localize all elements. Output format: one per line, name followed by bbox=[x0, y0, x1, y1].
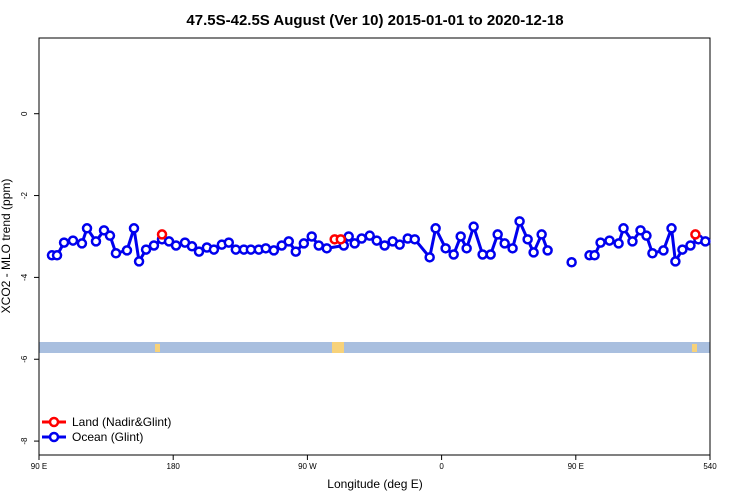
point bbox=[260, 243, 272, 254]
point bbox=[76, 238, 88, 249]
point bbox=[647, 248, 658, 259]
point bbox=[618, 223, 629, 234]
point bbox=[121, 245, 133, 256]
land-band bbox=[332, 342, 344, 353]
legend-marker bbox=[48, 431, 60, 443]
point bbox=[90, 236, 102, 247]
point bbox=[394, 239, 405, 250]
point bbox=[306, 231, 317, 242]
point bbox=[379, 240, 390, 251]
y-tick-label: -4 bbox=[20, 273, 29, 281]
point bbox=[485, 249, 496, 260]
point bbox=[595, 237, 606, 248]
x-tick-label: 90 E bbox=[568, 462, 584, 471]
point bbox=[566, 257, 577, 268]
point bbox=[499, 238, 510, 249]
point bbox=[133, 256, 145, 267]
y-tick-label: -2 bbox=[20, 191, 29, 199]
x-tick-label: 90 E bbox=[31, 462, 47, 471]
point bbox=[371, 235, 382, 246]
point bbox=[514, 216, 525, 227]
legend-label: Land (Nadir&Glint) bbox=[72, 415, 171, 429]
point bbox=[666, 223, 677, 234]
point bbox=[208, 244, 220, 255]
point bbox=[613, 238, 624, 249]
point bbox=[507, 243, 518, 254]
point bbox=[349, 238, 360, 249]
point bbox=[104, 230, 116, 241]
point bbox=[448, 249, 459, 260]
point bbox=[128, 223, 140, 234]
point bbox=[604, 235, 615, 246]
point bbox=[321, 243, 333, 254]
point bbox=[522, 234, 533, 245]
point bbox=[542, 245, 553, 256]
point bbox=[283, 236, 295, 247]
point bbox=[364, 230, 375, 241]
point bbox=[148, 240, 160, 251]
point bbox=[658, 245, 669, 256]
point bbox=[468, 221, 479, 232]
point bbox=[536, 229, 547, 240]
y-axis-label: XCO2 - MLO trend (ppm) bbox=[0, 179, 13, 314]
point bbox=[700, 236, 711, 247]
x-tick-label: 540 bbox=[703, 462, 717, 471]
point bbox=[356, 233, 367, 244]
x-tick-label: 90 W bbox=[298, 462, 317, 471]
point bbox=[685, 240, 696, 251]
point bbox=[290, 246, 302, 257]
point bbox=[528, 247, 539, 258]
legend-label: Ocean (Glint) bbox=[72, 430, 143, 444]
chart-title: 47.5S-42.5S August (Ver 10) 2015-01-01 t… bbox=[186, 12, 563, 29]
legend-marker bbox=[48, 416, 60, 428]
point bbox=[409, 234, 421, 245]
land-band bbox=[155, 344, 160, 352]
x-tick-label: 0 bbox=[439, 462, 444, 471]
point bbox=[298, 238, 310, 249]
plot-frame bbox=[38, 37, 711, 456]
point bbox=[170, 240, 182, 251]
point bbox=[313, 240, 324, 251]
coverage-band bbox=[39, 342, 710, 353]
point bbox=[492, 229, 503, 240]
point bbox=[477, 249, 488, 260]
point bbox=[193, 246, 205, 257]
point bbox=[424, 252, 435, 263]
point bbox=[641, 230, 652, 241]
x-tick-label: 180 bbox=[167, 462, 181, 471]
point bbox=[677, 244, 688, 255]
point bbox=[589, 250, 600, 261]
land-band bbox=[692, 344, 697, 352]
point bbox=[230, 244, 242, 255]
point bbox=[67, 235, 79, 246]
point bbox=[51, 250, 63, 261]
point bbox=[335, 234, 347, 245]
x-axis-label: Longitude (deg E) bbox=[327, 477, 422, 491]
point bbox=[670, 256, 681, 267]
y-tick-label: -8 bbox=[20, 437, 29, 445]
y-tick-label: 0 bbox=[20, 111, 29, 116]
point bbox=[81, 223, 93, 234]
point bbox=[455, 231, 466, 242]
point bbox=[223, 237, 235, 248]
point bbox=[627, 236, 638, 247]
point bbox=[690, 229, 701, 240]
point bbox=[140, 244, 152, 255]
point bbox=[156, 229, 168, 240]
point bbox=[440, 243, 451, 254]
point bbox=[430, 223, 441, 234]
point bbox=[268, 245, 280, 256]
point bbox=[461, 243, 472, 254]
point bbox=[186, 241, 198, 252]
y-tick-label: -6 bbox=[20, 355, 29, 363]
point bbox=[58, 237, 70, 248]
point bbox=[110, 248, 122, 259]
